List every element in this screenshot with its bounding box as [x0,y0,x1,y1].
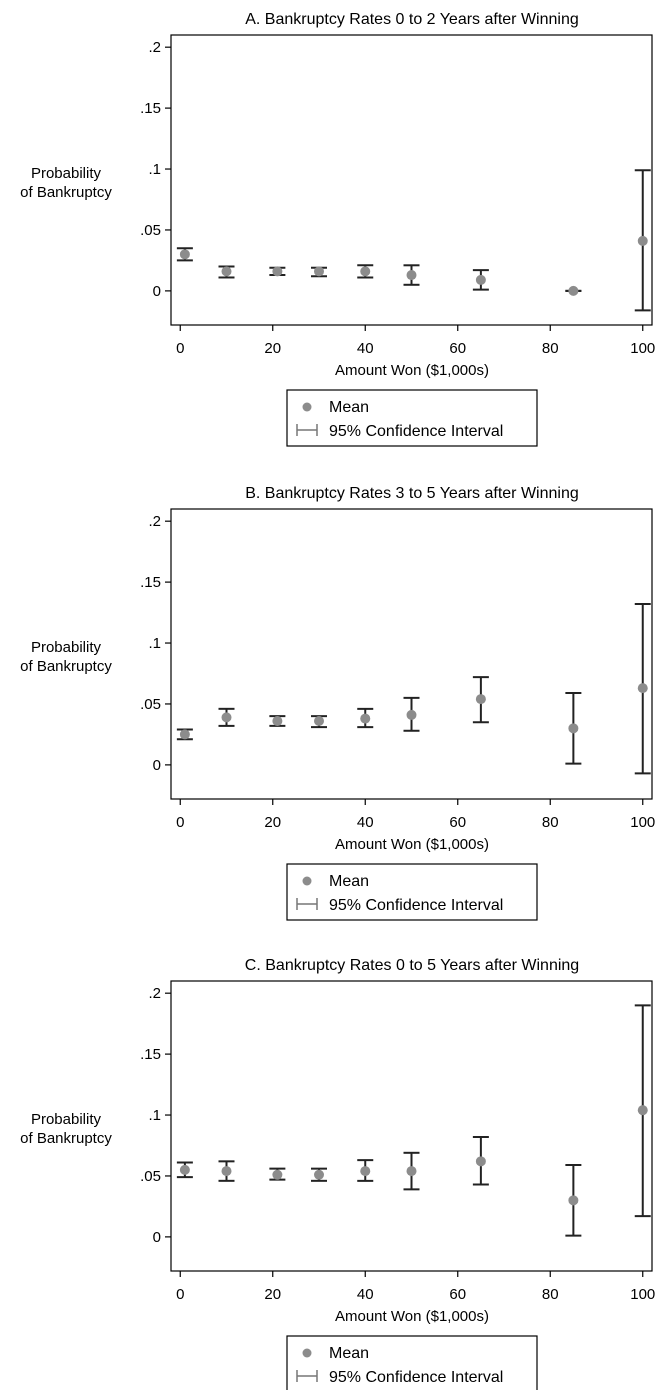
y-tick-label: 0 [153,757,161,774]
mean-point-7 [568,723,579,734]
y-tick-label: .2 [148,39,161,56]
plot-frame [170,508,653,800]
x-tick-label: 80 [542,814,559,831]
x-tick-label: 80 [542,1286,559,1303]
x-tick-label: 60 [449,814,466,831]
mean-point-8 [637,1105,648,1116]
x-axis-label: Amount Won ($1,000s) [335,1308,489,1325]
y-tick-label: .1 [148,1107,161,1124]
y-tick-label: 0 [153,283,161,300]
x-tick-label: 0 [176,1286,184,1303]
mean-point-1 [221,712,232,723]
y-tick-label: .05 [140,696,161,713]
mean-point-0 [179,249,190,260]
legend-mean-label: Mean [329,873,369,890]
y-tick-label: .05 [140,1168,161,1185]
mean-point-2 [272,716,283,727]
y-tick-label: .2 [148,513,161,530]
mean-point-3 [314,1169,324,1180]
legend-ci-label: 95% Confidence Interval [329,423,503,440]
legend-mean-marker [302,402,312,412]
legend-mean-label: Mean [329,399,369,416]
x-axis-label: Amount Won ($1,000s) [335,362,489,379]
y-tick-label: .15 [140,574,161,591]
legend-ci-label: 95% Confidence Interval [329,897,503,914]
x-tick-label: 100 [630,1286,655,1303]
mean-point-6 [475,694,486,705]
x-axis-label: Amount Won ($1,000s) [335,836,489,853]
y-tick-label: .1 [148,635,161,652]
x-tick-label: 0 [176,814,184,831]
chart-title: B. Bankruptcy Rates 3 to 5 Years after W… [245,485,579,502]
mean-point-2 [272,1169,283,1180]
mean-point-4 [360,1166,371,1177]
legend-mean-marker [302,876,312,886]
legend-box [286,863,538,921]
x-tick-label: 60 [449,340,466,357]
mean-point-6 [475,1156,486,1167]
mean-point-0 [179,1164,190,1175]
mean-point-7 [568,1195,579,1206]
mean-point-5 [406,1166,417,1177]
mean-point-2 [272,266,283,277]
y-tick-label: 0 [153,1229,161,1246]
x-tick-label: 20 [264,340,281,357]
mean-point-3 [314,266,324,277]
x-tick-label: 40 [357,814,374,831]
legend-box [286,1335,538,1390]
plot-frame [170,34,653,326]
y-axis-label-line-1: Probability [31,165,102,182]
chart-title: A. Bankruptcy Rates 0 to 2 Years after W… [245,11,579,28]
x-tick-label: 100 [630,814,655,831]
chart-title: C. Bankruptcy Rates 0 to 5 Years after W… [245,957,579,974]
plot-frame [170,980,653,1272]
x-tick-label: 0 [176,340,184,357]
legend-mean-label: Mean [329,1345,369,1362]
x-tick-label: 100 [630,340,655,357]
legend-box [286,389,538,447]
mean-point-4 [360,266,371,277]
chart-panel-a: A. Bankruptcy Rates 0 to 2 Years after W… [20,11,655,447]
y-axis-label-line-1: Probability [31,639,102,656]
y-tick-label: .2 [148,985,161,1002]
y-tick-label: .05 [140,222,161,239]
legend-ci-label: 95% Confidence Interval [329,1369,503,1386]
mean-point-0 [179,729,190,740]
mean-point-8 [637,683,648,694]
legend: Mean 95% Confidence Interval [286,389,538,447]
x-tick-label: 80 [542,340,559,357]
mean-point-1 [221,1166,232,1177]
y-axis-label-line-2: of Bankruptcy [20,1130,112,1147]
legend-ci-symbol [296,1370,318,1382]
legend-ci-symbol [296,898,318,910]
x-tick-label: 60 [449,1286,466,1303]
y-tick-label: .15 [140,100,161,117]
x-tick-label: 20 [264,1286,281,1303]
chart-panel-b: B. Bankruptcy Rates 3 to 5 Years after W… [20,485,655,921]
mean-point-5 [406,709,417,720]
mean-point-3 [314,716,324,727]
mean-point-4 [360,713,371,724]
chart-panel-c: C. Bankruptcy Rates 0 to 5 Years after W… [20,957,655,1390]
legend-ci-symbol [296,424,318,436]
x-tick-label: 40 [357,340,374,357]
legend: Mean 95% Confidence Interval [286,863,538,921]
y-axis-label-line-2: of Bankruptcy [20,184,112,201]
mean-point-5 [406,270,417,281]
legend: Mean 95% Confidence Interval [286,1335,538,1390]
mean-point-8 [637,235,648,246]
y-tick-label: .1 [148,161,161,178]
y-tick-label: .15 [140,1046,161,1063]
y-axis-label-line-1: Probability [31,1111,102,1128]
mean-point-7 [568,285,579,296]
mean-point-6 [475,274,486,285]
x-tick-label: 40 [357,1286,374,1303]
mean-point-1 [221,266,232,277]
y-axis-label-line-2: of Bankruptcy [20,658,112,675]
x-tick-label: 20 [264,814,281,831]
legend-mean-marker [302,1348,312,1358]
